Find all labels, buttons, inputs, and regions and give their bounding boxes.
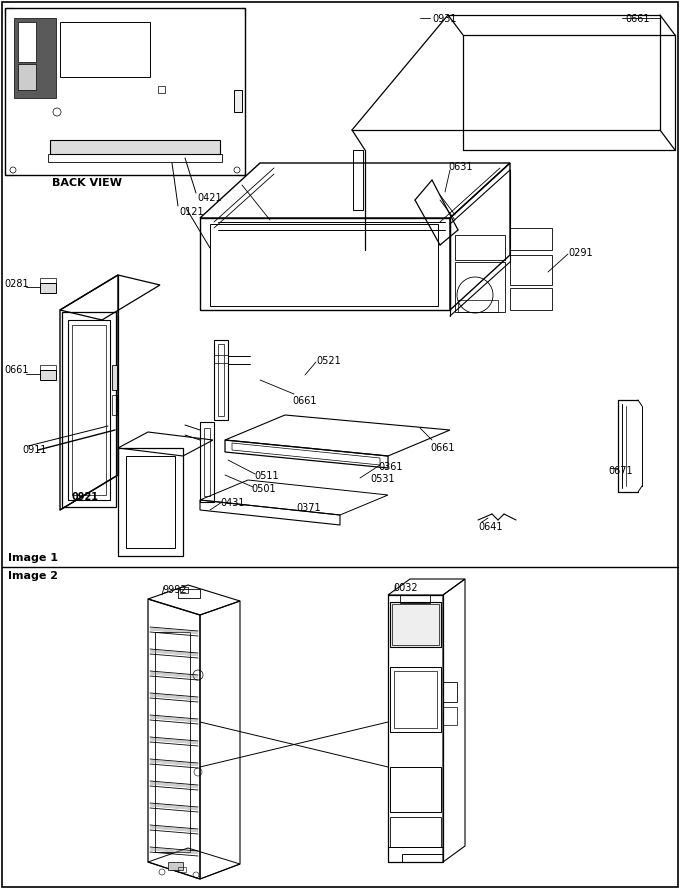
- Bar: [40, 365, 56, 370]
- Text: Image 2: Image 2: [8, 571, 58, 581]
- Bar: [112, 365, 117, 390]
- Bar: [210, 224, 438, 306]
- Text: 0121: 0121: [179, 207, 203, 217]
- Bar: [218, 344, 224, 416]
- Text: 0511: 0511: [254, 471, 279, 481]
- Text: 0661: 0661: [4, 365, 29, 375]
- Bar: [48, 154, 222, 162]
- Text: 0371: 0371: [296, 503, 321, 513]
- Text: 0032: 0032: [393, 583, 418, 593]
- Text: 9992: 9992: [162, 585, 186, 595]
- Bar: [400, 595, 430, 603]
- Bar: [126, 456, 175, 548]
- Text: 0281: 0281: [4, 279, 29, 289]
- Text: 0921: 0921: [72, 492, 99, 502]
- Bar: [40, 278, 56, 283]
- Text: 0291: 0291: [568, 248, 593, 258]
- Bar: [14, 18, 56, 98]
- Text: 0421: 0421: [197, 193, 222, 203]
- Text: 0661: 0661: [292, 396, 316, 406]
- Bar: [510, 288, 552, 310]
- Bar: [68, 320, 110, 500]
- Bar: [72, 325, 106, 495]
- Bar: [234, 90, 242, 112]
- Text: 0671: 0671: [608, 466, 632, 476]
- Bar: [50, 140, 220, 154]
- Bar: [353, 150, 363, 210]
- Bar: [62, 312, 116, 507]
- Bar: [18, 64, 36, 90]
- Bar: [458, 300, 498, 312]
- Text: 0531: 0531: [370, 474, 394, 484]
- Bar: [214, 340, 228, 420]
- Bar: [112, 395, 117, 415]
- Text: 0661: 0661: [430, 443, 454, 453]
- Bar: [455, 262, 505, 312]
- Bar: [390, 667, 441, 732]
- Bar: [178, 589, 200, 598]
- Bar: [394, 671, 437, 728]
- Bar: [443, 707, 457, 725]
- Bar: [390, 817, 441, 847]
- Bar: [155, 632, 190, 852]
- Bar: [455, 235, 505, 260]
- Bar: [180, 587, 188, 593]
- Text: 0911: 0911: [22, 445, 46, 455]
- Text: 0641: 0641: [478, 522, 503, 532]
- Text: 0361: 0361: [378, 462, 403, 472]
- Bar: [118, 448, 183, 556]
- Text: 0661: 0661: [625, 14, 649, 24]
- Bar: [390, 767, 441, 812]
- Bar: [158, 86, 165, 93]
- Bar: [392, 604, 439, 645]
- Text: 0521: 0521: [316, 356, 341, 366]
- Text: Image 1: Image 1: [8, 553, 58, 563]
- Bar: [510, 228, 552, 250]
- Bar: [18, 22, 36, 62]
- Bar: [178, 867, 186, 872]
- Bar: [443, 682, 457, 702]
- Bar: [214, 355, 228, 363]
- Text: 0631: 0631: [448, 162, 473, 172]
- Bar: [5, 8, 245, 175]
- Bar: [40, 370, 56, 380]
- Bar: [204, 428, 210, 496]
- Bar: [390, 602, 441, 647]
- Bar: [200, 422, 214, 502]
- Text: 0431: 0431: [220, 498, 245, 508]
- Bar: [60, 22, 150, 77]
- Bar: [40, 283, 56, 293]
- Text: 0501: 0501: [251, 484, 275, 494]
- Bar: [168, 862, 183, 870]
- Bar: [510, 255, 552, 285]
- Text: BACK VIEW: BACK VIEW: [52, 178, 122, 188]
- Text: 0931: 0931: [432, 14, 456, 24]
